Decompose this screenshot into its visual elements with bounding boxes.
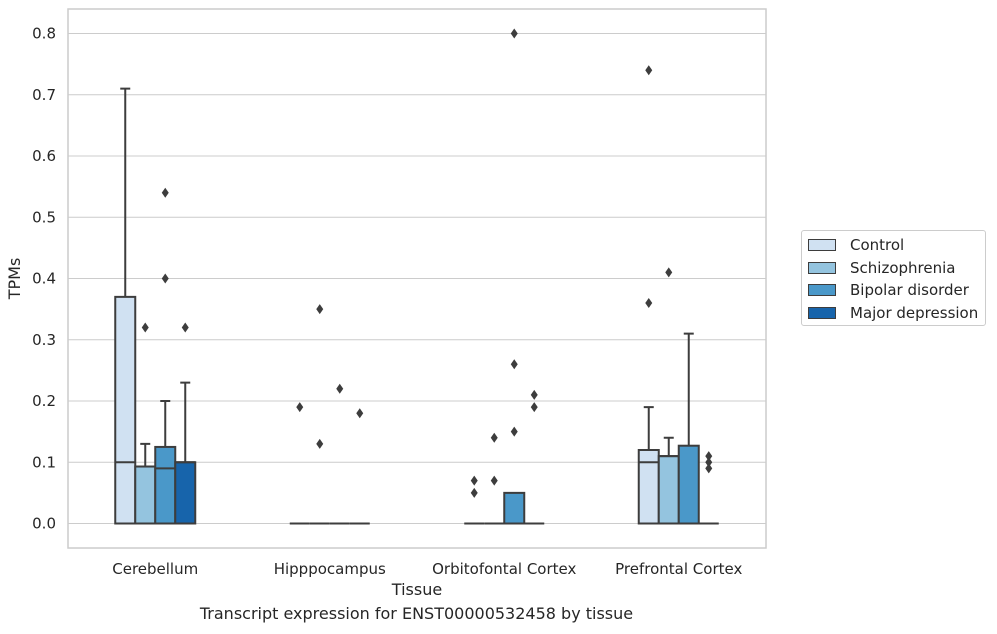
box-body — [154, 445, 177, 525]
outlier-point — [705, 457, 713, 468]
box-control — [289, 402, 310, 525]
outlier-point — [470, 475, 478, 486]
outlier-point — [161, 273, 169, 284]
outlier-point — [470, 487, 478, 498]
box-major-depression — [349, 408, 370, 525]
outlier-point — [665, 267, 673, 278]
x-tick-label: Hipppocampus — [274, 560, 386, 578]
outlier-point — [490, 475, 498, 486]
box-schizophrenia — [484, 432, 505, 525]
x-tick-label: Orbitofontal Cortex — [432, 560, 576, 578]
y-tick-label: 0.7 — [32, 86, 56, 104]
box-body — [657, 455, 680, 525]
outlier-point — [181, 322, 189, 333]
box-schizophrenia — [657, 267, 680, 525]
outlier-point — [645, 65, 653, 76]
chart-caption: Transcript expression for ENST0000053245… — [199, 604, 634, 623]
outlier-point — [510, 359, 518, 370]
outlier-point — [705, 463, 713, 474]
box-major-depression — [698, 451, 719, 525]
legend-item-control: Control — [808, 235, 904, 255]
legend-item-schizophrenia: Schizophrenia — [808, 258, 955, 278]
box-body — [503, 491, 526, 525]
legend-item-bipolar-disorder: Bipolar disorder — [808, 280, 969, 300]
box-major-depression — [524, 389, 545, 525]
y-tick-label: 0.6 — [32, 147, 56, 165]
legend-swatch-bipolar-disorder — [808, 284, 836, 296]
legend-label-schizophrenia: Schizophrenia — [850, 259, 956, 277]
box-schizophrenia — [309, 304, 330, 525]
box-major-depression — [174, 322, 197, 525]
legend-swatch-control — [808, 239, 836, 251]
outlier-point — [510, 28, 518, 39]
outlier-point — [705, 451, 713, 462]
y-tick-label: 0.3 — [32, 331, 56, 349]
box-bipolar-disorder — [677, 332, 700, 525]
legend-label-major-depression: Major depression — [850, 304, 979, 322]
x-tick-label: Cerebellum — [112, 560, 198, 578]
outlier-point — [316, 438, 324, 449]
box-control — [464, 475, 485, 525]
outlier-point — [161, 187, 169, 198]
box-body — [174, 461, 197, 525]
legend-label-bipolar-disorder: Bipolar disorder — [850, 281, 969, 299]
outlier-point — [316, 304, 324, 315]
y-tick-label: 0.5 — [32, 208, 56, 226]
plot-frame — [67, 8, 767, 549]
x-axis-label: Tissue — [391, 580, 442, 599]
box-body — [134, 465, 157, 525]
y-tick-label: 0.4 — [32, 270, 56, 288]
x-tick-label: Prefrontal Cortex — [615, 560, 742, 578]
box-body — [637, 449, 660, 525]
outlier-point — [530, 402, 538, 413]
box-control — [637, 65, 660, 525]
box-control — [114, 87, 137, 525]
outlier-point — [490, 432, 498, 443]
legend-swatch-schizophrenia — [808, 262, 836, 274]
outlier-point — [141, 322, 149, 333]
outlier-point — [510, 426, 518, 437]
outlier-point — [530, 389, 538, 400]
y-tick-label: 0.8 — [32, 25, 56, 43]
outlier-point — [645, 298, 653, 308]
box-body — [677, 444, 700, 525]
legend-item-major-depression: Major depression — [808, 303, 978, 323]
legend-label-control: Control — [850, 236, 905, 254]
outlier-point — [356, 408, 364, 419]
y-axis-label: TPMs — [5, 258, 24, 301]
y-tick-label: 0.2 — [32, 392, 56, 410]
legend-swatch-major-depression — [808, 307, 836, 319]
box-schizophrenia — [134, 322, 157, 525]
y-tick-label: 0.0 — [32, 515, 56, 533]
y-tick-label: 0.1 — [32, 453, 56, 471]
legend: Control Schizophrenia Bipolar disorder M… — [801, 230, 986, 326]
box-bipolar-disorder — [154, 187, 177, 525]
box-bipolar-disorder — [503, 28, 526, 525]
box-body — [114, 295, 137, 525]
outlier-point — [336, 383, 344, 394]
outlier-point — [296, 402, 304, 413]
box-bipolar-disorder — [329, 383, 350, 525]
